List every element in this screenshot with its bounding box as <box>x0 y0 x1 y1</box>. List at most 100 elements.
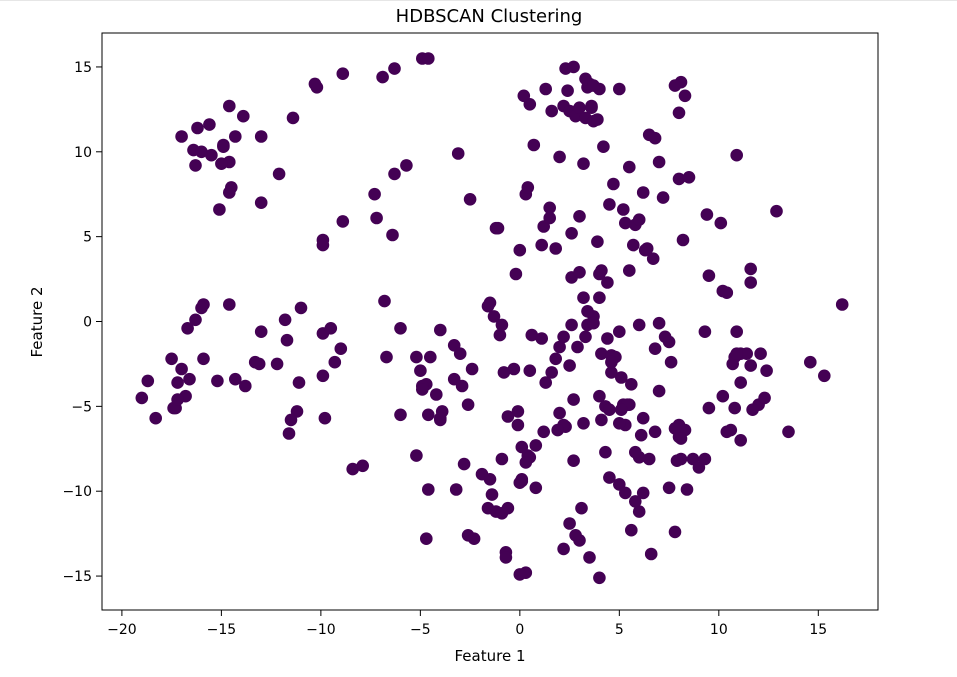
data-point <box>601 332 614 345</box>
data-point <box>595 413 608 427</box>
data-point <box>483 473 497 486</box>
data-point <box>605 366 618 379</box>
data-point <box>451 147 465 160</box>
data-point <box>603 198 616 211</box>
data-point <box>698 325 712 339</box>
x-tick-label: −5 <box>410 622 431 638</box>
data-point <box>728 401 741 415</box>
data-point <box>724 423 738 437</box>
data-point <box>613 82 626 96</box>
data-point <box>636 186 650 199</box>
data-point <box>205 148 218 162</box>
data-point <box>501 410 515 423</box>
data-point <box>553 406 566 420</box>
data-point <box>640 242 654 255</box>
data-point <box>632 505 646 518</box>
data-point <box>553 340 566 354</box>
data-point <box>603 403 616 417</box>
page-top-rule <box>0 0 957 1</box>
data-point <box>607 177 620 191</box>
data-point <box>583 551 596 564</box>
data-point <box>563 517 576 530</box>
data-point <box>465 362 479 376</box>
data-point <box>386 228 399 242</box>
data-point <box>617 203 630 216</box>
data-point <box>211 374 224 388</box>
data-point <box>519 456 533 469</box>
data-point <box>493 328 507 342</box>
data-point <box>585 101 598 114</box>
x-tick-label: −15 <box>207 622 237 638</box>
data-point <box>553 150 566 164</box>
data-point <box>648 425 662 439</box>
data-point <box>702 401 716 415</box>
data-point <box>615 403 628 417</box>
data-point <box>563 359 576 372</box>
data-point <box>197 352 210 366</box>
data-point <box>195 301 208 315</box>
chart-title: HDBSCAN Clustering <box>396 6 583 27</box>
data-point <box>223 99 236 113</box>
data-point <box>702 269 716 283</box>
data-point <box>422 408 435 422</box>
data-point <box>744 262 757 276</box>
data-point <box>595 264 608 277</box>
data-point <box>189 313 202 327</box>
data-point <box>581 305 594 318</box>
data-point <box>336 215 350 228</box>
data-point <box>254 325 268 339</box>
data-point <box>549 352 562 366</box>
data-point <box>579 330 592 344</box>
data-point <box>410 350 423 364</box>
data-point <box>629 445 642 459</box>
data-point <box>674 432 688 445</box>
data-point <box>336 67 350 80</box>
data-point <box>680 483 694 496</box>
data-point <box>652 155 666 169</box>
y-tick-label: −5 <box>71 399 92 415</box>
data-point <box>229 372 242 386</box>
data-point <box>545 104 558 118</box>
data-point <box>135 391 149 405</box>
data-point <box>513 476 527 490</box>
data-point <box>282 427 296 440</box>
data-point <box>463 193 477 206</box>
data-point <box>632 213 646 226</box>
data-point <box>191 121 204 135</box>
data-point <box>420 532 433 545</box>
data-point <box>740 347 753 361</box>
data-point <box>529 481 543 495</box>
data-point <box>551 423 564 437</box>
plot-area-frame <box>101 32 879 611</box>
data-point <box>662 335 676 349</box>
data-point <box>183 372 196 386</box>
data-point <box>509 267 523 281</box>
y-tick-label: −15 <box>62 569 92 585</box>
data-point <box>587 316 600 330</box>
data-point <box>501 501 515 515</box>
data-point <box>597 140 610 153</box>
data-point <box>648 131 662 145</box>
data-point <box>316 369 330 383</box>
y-tick-label: 10 <box>74 145 92 161</box>
data-point <box>577 417 590 430</box>
data-point <box>171 376 184 389</box>
data-point <box>746 403 759 417</box>
data-point <box>513 568 527 581</box>
data-point <box>744 276 757 289</box>
data-point <box>734 434 747 447</box>
data-point <box>165 352 178 366</box>
data-point <box>632 318 646 332</box>
data-point <box>619 216 632 230</box>
data-point <box>513 243 527 257</box>
data-point <box>487 310 501 323</box>
data-point <box>495 452 509 466</box>
data-point <box>642 452 656 466</box>
y-tick-label: 0 <box>83 315 92 331</box>
data-point <box>376 70 389 84</box>
data-point <box>625 378 638 391</box>
data-point <box>648 342 662 356</box>
data-point <box>511 405 525 418</box>
y-axis-label: Feature 2 <box>28 287 46 358</box>
data-point <box>734 376 747 389</box>
